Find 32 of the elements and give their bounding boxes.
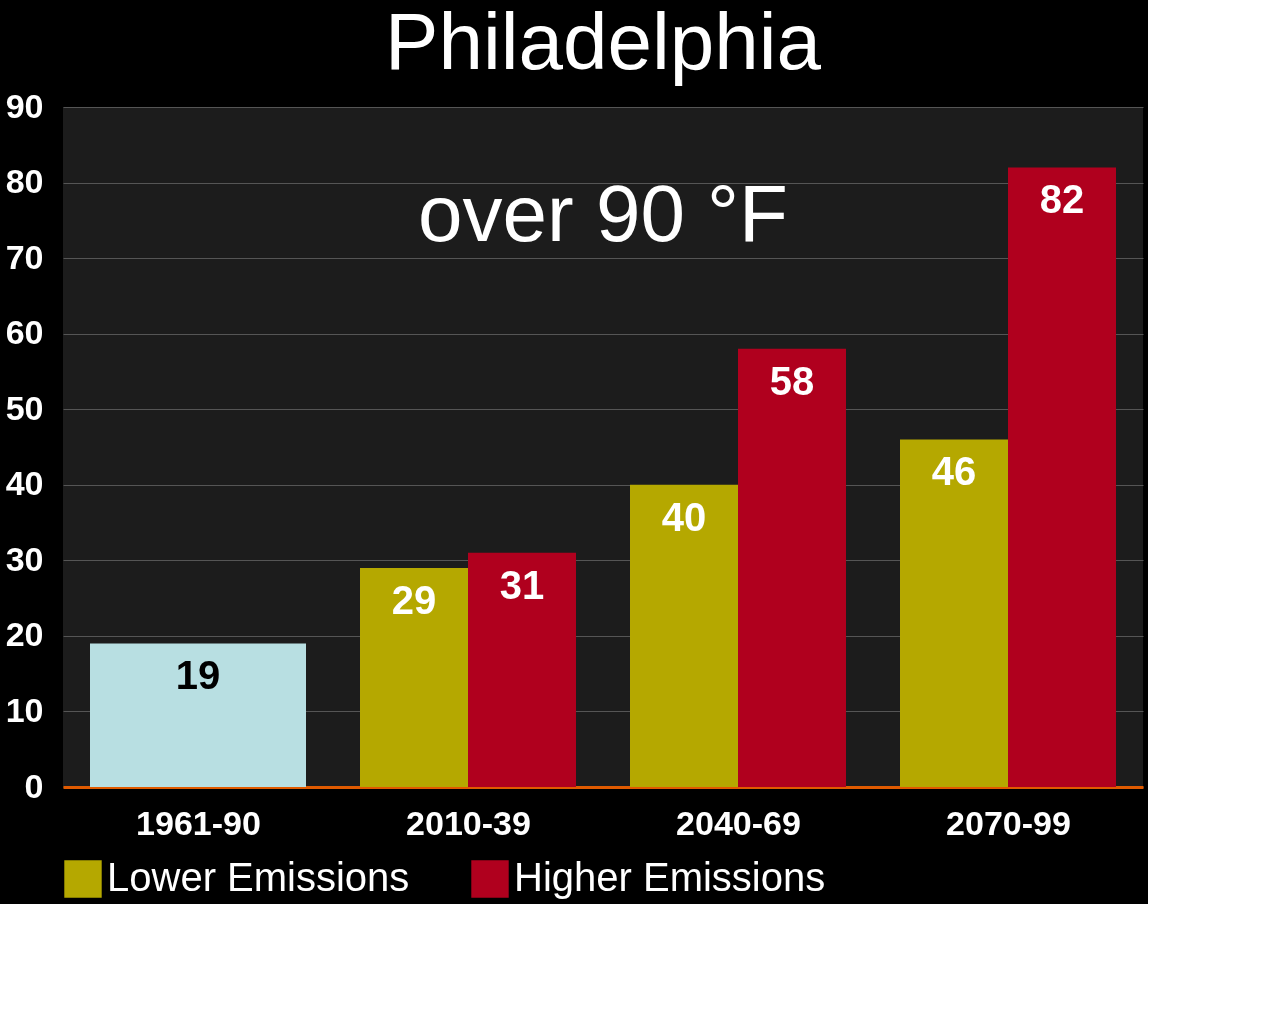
y-tick-label: 60 <box>5 313 44 352</box>
x-tick-label: 2010-39 <box>406 803 531 842</box>
annotation: over 90 °F <box>418 169 788 258</box>
bar <box>360 567 468 787</box>
data-label: 82 <box>1039 177 1085 222</box>
bar <box>1008 167 1116 787</box>
legend-label: Lower Emissions <box>107 855 410 899</box>
bar <box>900 439 1008 787</box>
y-tick-label: 30 <box>5 539 44 578</box>
x-tick-label: 2070-99 <box>946 803 1071 842</box>
data-label: 31 <box>499 562 545 607</box>
y-tick-label: 20 <box>5 615 44 654</box>
bar <box>630 484 738 787</box>
y-tick-label: 90 <box>5 86 44 125</box>
bar <box>468 552 576 787</box>
y-tick-label: 40 <box>5 464 44 503</box>
data-label: 19 <box>175 653 221 698</box>
legend-label: Higher Emissions <box>514 855 826 899</box>
y-tick-label: 70 <box>5 237 44 276</box>
chart-title: Philadelphia <box>385 0 822 86</box>
y-tick-label: 10 <box>5 690 44 729</box>
bar <box>90 643 306 787</box>
data-label: 58 <box>769 358 815 403</box>
bar <box>738 348 846 787</box>
y-tick-label: 50 <box>5 388 44 427</box>
data-label: 40 <box>661 494 707 539</box>
data-label: 29 <box>391 577 437 622</box>
data-label: 46 <box>931 449 977 494</box>
x-tick-label: 2040-69 <box>676 803 801 842</box>
x-tick-label: 1961-90 <box>136 803 261 842</box>
y-tick-label: 0 <box>24 766 44 805</box>
y-tick-label: 80 <box>5 162 44 201</box>
